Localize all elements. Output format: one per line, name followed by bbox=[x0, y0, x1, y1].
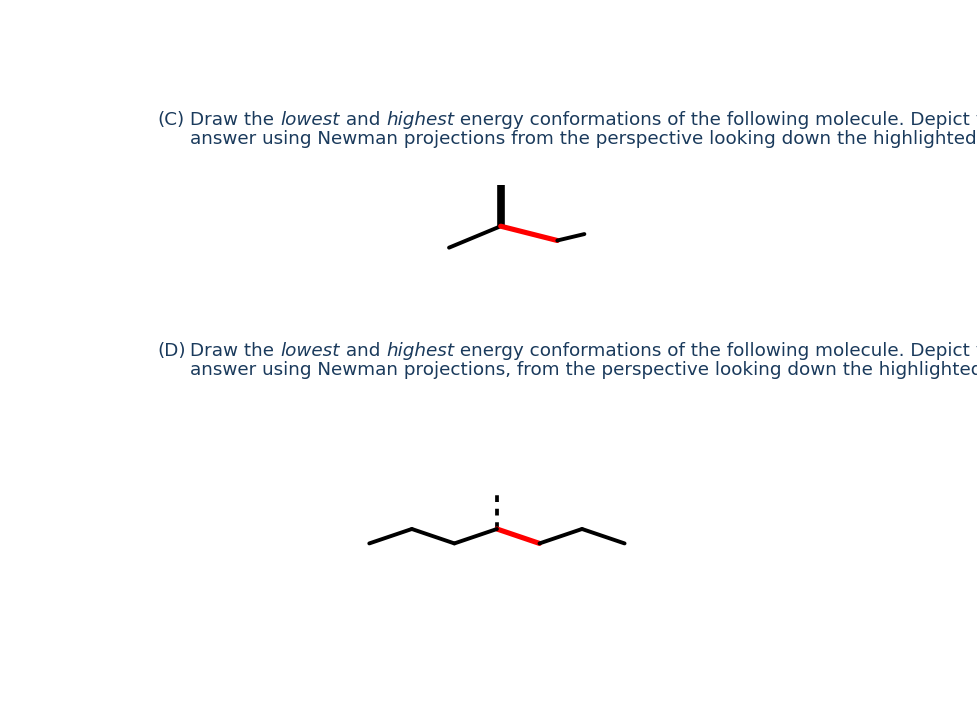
Text: and: and bbox=[340, 342, 386, 360]
Text: (D): (D) bbox=[157, 342, 187, 360]
Text: (C): (C) bbox=[157, 111, 185, 129]
Text: highest: highest bbox=[386, 342, 454, 360]
Text: Draw the: Draw the bbox=[191, 111, 280, 129]
Text: answer using Newman projections from the perspective looking down the highlighte: answer using Newman projections from the… bbox=[191, 130, 977, 148]
Text: highest: highest bbox=[386, 111, 454, 129]
Text: Draw the: Draw the bbox=[191, 342, 280, 360]
Text: energy conformations of the following molecule. Depict your: energy conformations of the following mo… bbox=[454, 111, 977, 129]
Text: and: and bbox=[340, 111, 386, 129]
Text: lowest: lowest bbox=[280, 111, 340, 129]
Text: answer using Newman projections, from the perspective looking down the highlight: answer using Newman projections, from th… bbox=[191, 361, 977, 379]
Text: lowest: lowest bbox=[280, 342, 340, 360]
Text: energy conformations of the following molecule. Depict your: energy conformations of the following mo… bbox=[454, 342, 977, 360]
